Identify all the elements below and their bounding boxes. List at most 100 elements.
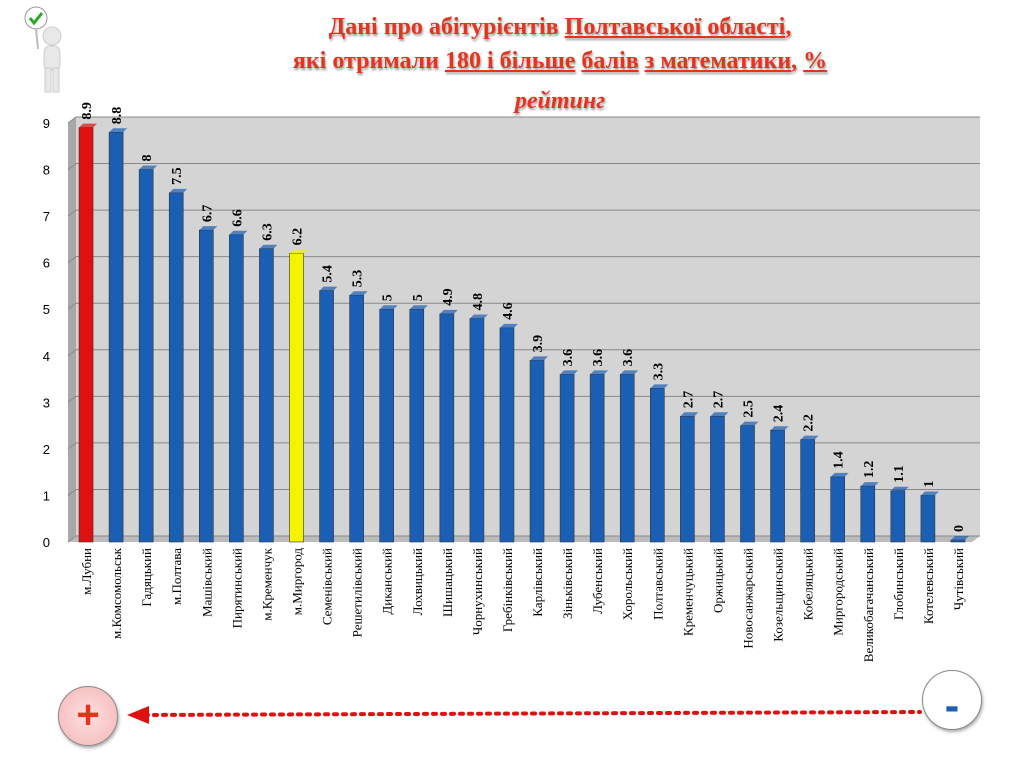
x-tick-label: Полтавський [650,548,665,620]
gridline [67,209,980,217]
bar-top [169,188,188,193]
bar [740,425,755,543]
y-tick-label: 2 [43,442,50,457]
gridline [67,488,980,496]
bar-top [139,165,158,170]
bar-top [379,305,398,310]
value-label: 5.3 [351,270,366,288]
x-tick-label: м.Кременчук [259,547,274,620]
x-tick-label: м.Лубни [79,548,94,595]
x-tick-label: Оржицький [710,548,725,613]
x-tick-label: Кобеляцький [801,548,816,620]
bar-top [469,314,488,319]
value-label: 2.7 [681,391,696,409]
value-label: 3.9 [531,335,546,353]
value-label: 6.7 [200,205,215,223]
plot-side-wall [68,117,76,542]
y-tick-label: 3 [43,395,50,410]
x-tick-label: Зіньківський [560,548,575,619]
x-tick-label: Лохвицький [410,548,425,615]
x-tick-label: Гребінківський [500,548,515,632]
bar [349,294,364,543]
bar [199,229,214,543]
x-tick-label: Миргородський [831,548,846,636]
y-tick-label: 0 [43,535,50,550]
x-tick-label: Гадяцький [139,548,154,607]
bar [920,495,936,543]
bar [168,192,184,543]
bar [229,234,244,543]
bar [589,374,605,543]
bar [710,415,725,543]
value-label: 1 [922,480,937,487]
value-label: 1.4 [832,451,847,469]
value-label: 5 [381,294,396,301]
bar-top [950,536,969,540]
value-label: 3.6 [591,349,606,367]
x-tick-label: Лубенський [590,548,605,614]
gridline [67,442,980,450]
bar [289,253,304,543]
value-label: 8.9 [80,102,95,120]
value-label: 1.1 [892,465,907,483]
x-tick-label: м.Комсомольськ [109,547,124,639]
bar-top [349,291,368,296]
bar [890,490,906,543]
x-tick-label: Шишацький [440,548,455,617]
bar-top [830,472,849,477]
bar-top [259,244,278,249]
gridline [67,163,980,170]
y-tick-label: 5 [43,302,50,317]
minus-button: - [922,670,982,730]
gridline [67,395,980,403]
bar [529,360,545,543]
bar [409,308,425,543]
bar-top [740,421,759,426]
gridline [67,116,980,124]
person-checkmark-icon [22,4,72,94]
bar [439,313,455,543]
x-tick-label: Пирятинський [229,548,244,628]
bar-top [560,370,579,375]
value-label: 3.6 [561,349,576,367]
value-label: 1.2 [862,461,877,479]
bar [800,439,815,543]
bar [379,308,395,543]
y-tick-label: 8 [43,163,50,178]
bar [860,485,876,543]
x-tick-label: Новосанжарський [741,548,756,649]
bar [259,248,274,543]
gridline [67,302,980,310]
bar [499,327,515,543]
plus-button: + [58,686,118,746]
bar-top [409,305,428,310]
bar-top [620,370,639,375]
bar-top [109,128,128,133]
value-label: 4.8 [471,293,486,311]
bar [559,374,575,543]
x-tick-label: Котелевський [921,548,936,624]
bar-chart: 0 1 2 3 4 5 6 7 8 9 8.9 м.Лубни 8.8 м.Комсомольськ 8 Га… [43,102,980,662]
gridline [67,535,980,543]
bar-top [319,286,338,291]
bar-top [530,356,549,361]
bar [469,318,485,543]
x-tick-label: м.Полтава [169,548,184,605]
y-tick-label: 1 [43,488,50,503]
value-label: 2.4 [772,405,787,423]
bar-top [590,370,609,375]
x-tick-label: Хорольський [620,548,635,620]
value-label: 8.8 [110,107,125,125]
value-label: 2.7 [711,391,726,409]
value-label: 4.6 [501,302,516,320]
bar-top [680,412,699,417]
y-tick-label: 6 [43,256,50,271]
x-tick-label: Карлівський [530,548,545,617]
bar [649,388,665,543]
bar-top [860,482,879,487]
x-tick-label: Решетилівський [350,548,365,637]
bar-top [199,226,218,231]
bar-top [439,309,458,314]
chart-title: Дані про абітурієнтів Полтавської област… [292,14,828,74]
x-tick-label: Великобагачанський [861,548,876,662]
